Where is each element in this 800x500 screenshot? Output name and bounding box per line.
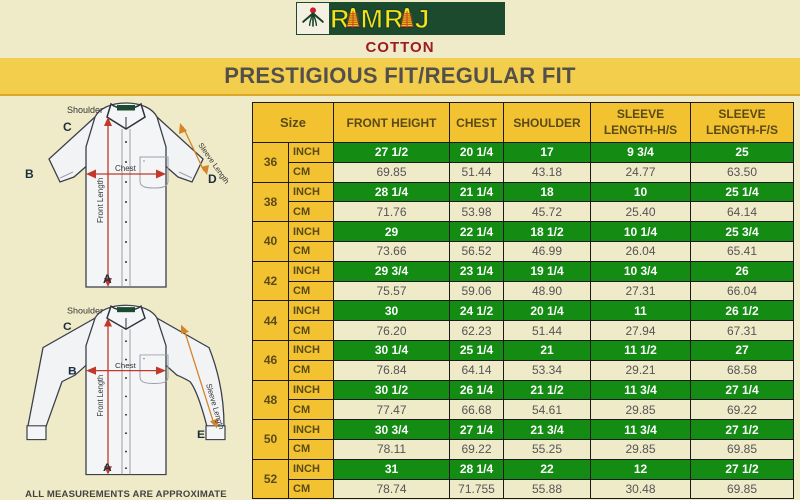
svg-text:B: B [68,366,77,377]
svg-text:C: C [63,322,72,333]
svg-text:Front Length: Front Length [96,375,105,417]
svg-text:Chest: Chest [115,164,137,173]
svg-text:Front Length: Front Length [96,178,105,223]
svg-text:R: R [330,4,350,34]
svg-text:A: A [103,272,112,286]
svg-text:M: M [361,4,384,34]
svg-text:Shoulder: Shoulder [67,105,103,115]
svg-text:C: C [63,120,72,134]
svg-text:R: R [384,4,404,34]
svg-text:E: E [197,429,205,440]
svg-text:D: D [208,172,217,186]
svg-text:J: J [415,4,430,34]
svg-text:B: B [25,167,34,181]
svg-text:Chest: Chest [115,361,137,370]
svg-text:Shoulder: Shoulder [67,306,103,316]
svg-text:A: A [103,462,112,473]
